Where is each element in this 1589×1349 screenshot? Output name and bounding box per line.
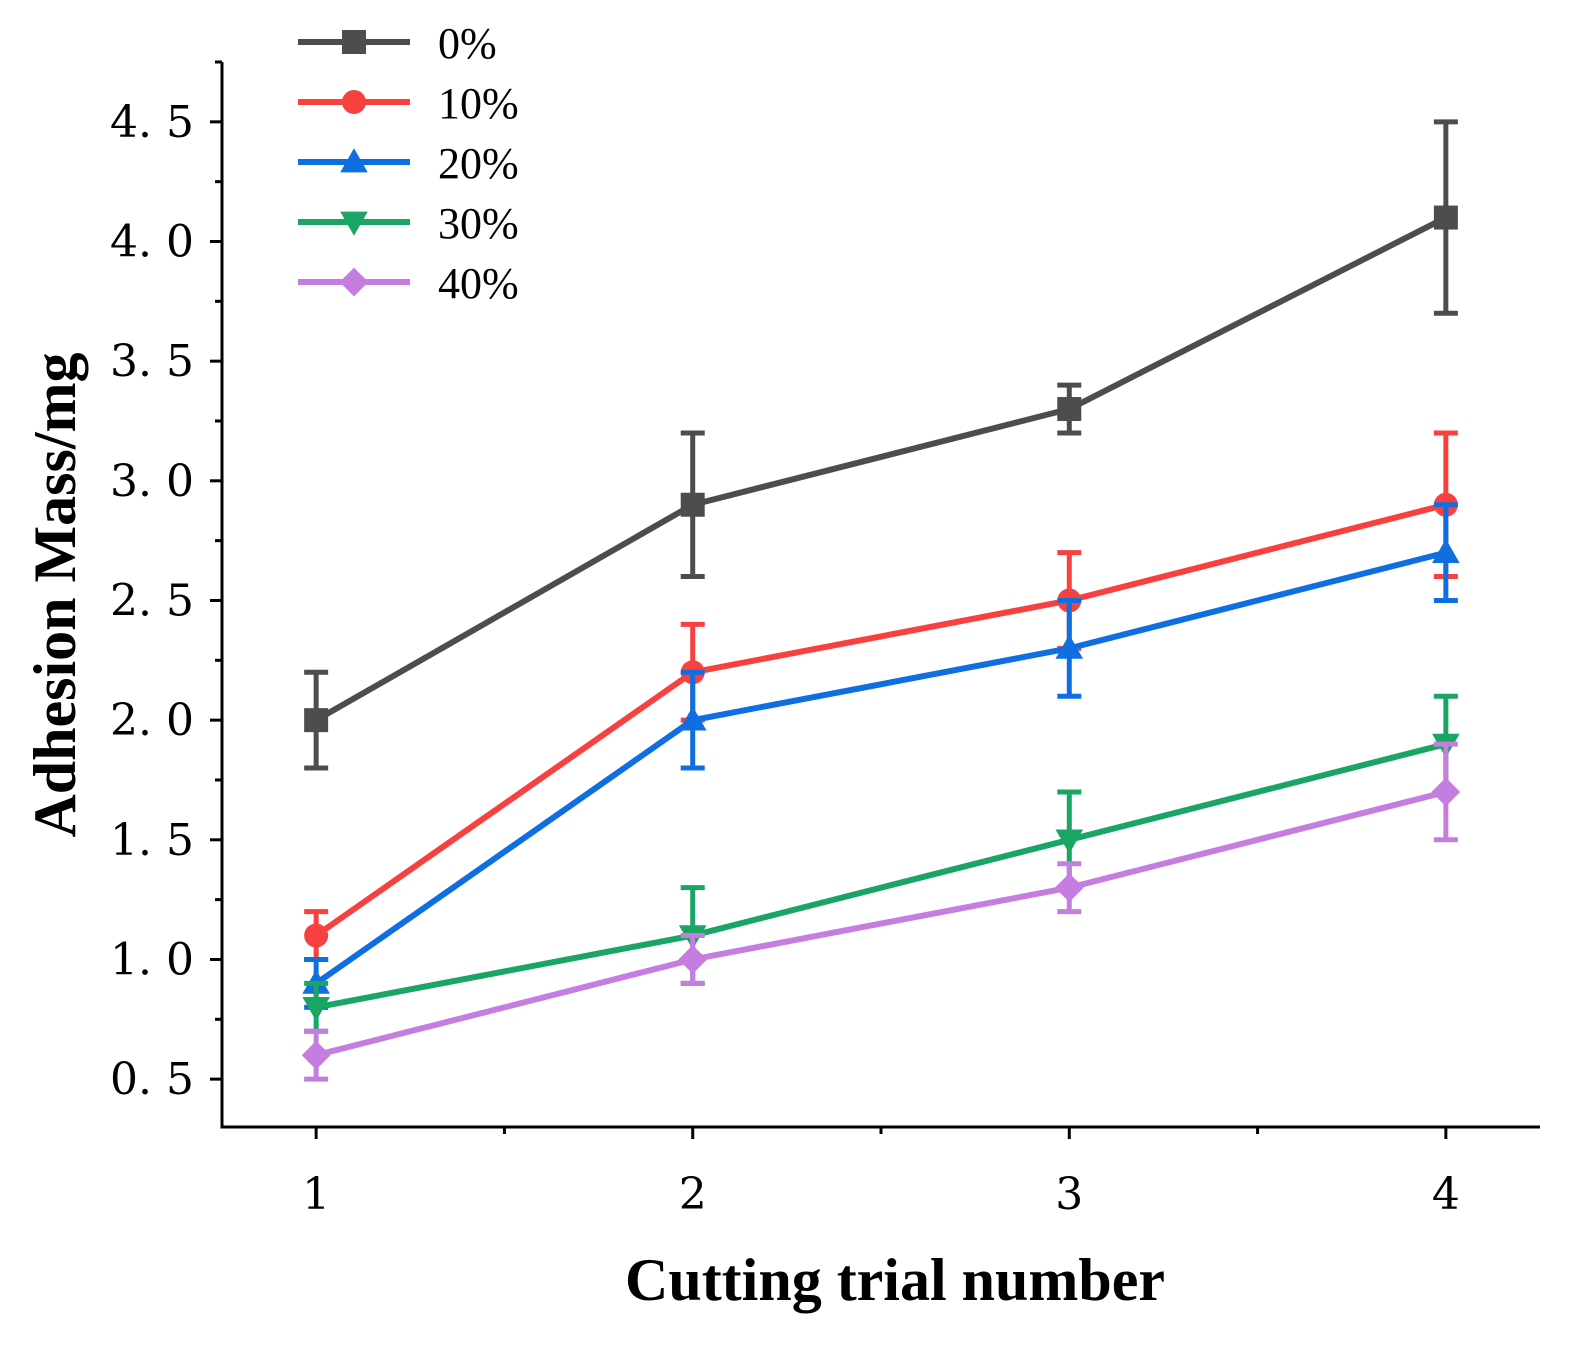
series-line bbox=[314, 214, 1448, 723]
data-point bbox=[678, 706, 707, 731]
y-tick-label: 1. 5 bbox=[110, 815, 194, 866]
data-point bbox=[1433, 205, 1458, 230]
data-point bbox=[1054, 873, 1084, 903]
series-line bbox=[315, 789, 1447, 1059]
data-point bbox=[1432, 538, 1460, 563]
series-30pct bbox=[302, 693, 1460, 1034]
legend: 0% 10% 20% 30% 40% bbox=[298, 19, 519, 308]
legend-marker bbox=[340, 211, 368, 236]
data-point bbox=[680, 492, 705, 517]
data-point bbox=[304, 708, 329, 733]
data-point bbox=[302, 996, 330, 1022]
legend-label: 40% bbox=[438, 259, 519, 308]
x-tick-label: 1 bbox=[302, 1169, 330, 1220]
axes: 0. 5 1. 0 1. 5 2. 0 2. 5 3. 0 3. 5 4. 0 4. 5 1 2 3 4 bbox=[110, 60, 1540, 1220]
legend-entry: 20% bbox=[298, 139, 519, 188]
x-tick-label: 3 bbox=[1055, 1169, 1083, 1220]
series-line bbox=[315, 741, 1447, 1011]
data-point bbox=[1057, 397, 1082, 422]
y-tick-label: 3. 5 bbox=[110, 336, 194, 387]
data-point bbox=[301, 1040, 331, 1070]
legend-marker bbox=[339, 267, 369, 297]
y-tick-label: 4. 0 bbox=[110, 216, 194, 267]
legend-marker bbox=[340, 148, 368, 173]
legend-label: 10% bbox=[438, 79, 519, 128]
y-tick-label: 0. 5 bbox=[110, 1054, 194, 1105]
plot-area bbox=[301, 119, 1461, 1082]
legend-label: 20% bbox=[438, 139, 519, 188]
y-axis-title: Adhesion Mass/mg bbox=[22, 352, 88, 837]
legend-entry: 40% bbox=[298, 259, 519, 308]
data-point bbox=[304, 923, 329, 948]
x-tick-label: 4 bbox=[1432, 1169, 1460, 1220]
series-40pct bbox=[301, 741, 1461, 1082]
x-axis-title: Cutting trial number bbox=[625, 1247, 1165, 1313]
x-tick-label: 2 bbox=[679, 1169, 707, 1220]
legend-marker bbox=[342, 90, 366, 114]
series-20pct bbox=[302, 502, 1460, 1010]
data-point bbox=[1431, 777, 1461, 807]
legend-label: 30% bbox=[438, 199, 519, 248]
data-point bbox=[1055, 829, 1084, 854]
series-10pct bbox=[304, 430, 1458, 962]
series-0pct bbox=[304, 119, 1458, 771]
y-tick-label: 2. 0 bbox=[110, 695, 194, 746]
y-tick-label: 1. 0 bbox=[110, 934, 194, 985]
legend-label: 0% bbox=[438, 19, 497, 68]
series-line bbox=[314, 549, 1447, 986]
legend-marker bbox=[342, 30, 366, 54]
legend-entry: 30% bbox=[298, 199, 519, 248]
legend-entry: 0% bbox=[298, 19, 497, 68]
y-tick-label: 3. 0 bbox=[110, 456, 194, 507]
series-line bbox=[314, 501, 1447, 938]
data-point bbox=[1055, 634, 1084, 659]
data-point bbox=[678, 945, 708, 974]
y-tick-label: 2. 5 bbox=[110, 575, 194, 626]
y-tick-label: 4. 5 bbox=[110, 97, 194, 148]
legend-entry: 10% bbox=[298, 79, 519, 128]
